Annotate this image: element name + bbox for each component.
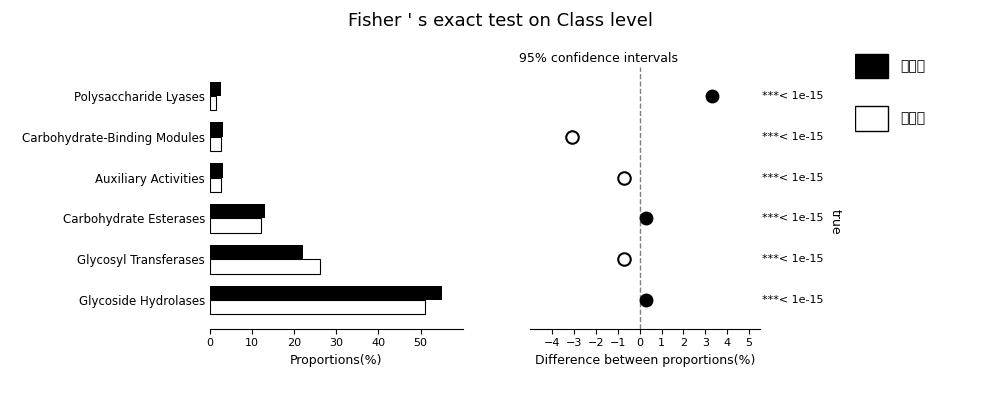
Bar: [210, 259, 320, 274]
X-axis label: Difference between proportions(%): Difference between proportions(%): [535, 354, 755, 367]
Text: ***< 1e-15: ***< 1e-15: [762, 213, 824, 223]
Bar: [210, 96, 216, 110]
Bar: [210, 82, 221, 96]
Bar: [210, 177, 221, 192]
Text: ***< 1e-15: ***< 1e-15: [762, 91, 824, 101]
Bar: [210, 300, 425, 314]
Bar: [210, 219, 261, 233]
FancyBboxPatch shape: [855, 106, 888, 131]
FancyBboxPatch shape: [855, 54, 888, 78]
Text: 95% confidence intervals: 95% confidence intervals: [519, 52, 678, 65]
Bar: [210, 137, 221, 151]
Text: Fisher ' s exact test on Class level: Fisher ' s exact test on Class level: [348, 12, 652, 30]
Bar: [210, 204, 265, 219]
X-axis label: Proportions(%): Proportions(%): [290, 354, 383, 367]
Bar: [210, 286, 442, 300]
Text: ***< 1e-15: ***< 1e-15: [762, 254, 824, 264]
Text: ***< 1e-15: ***< 1e-15: [762, 132, 824, 142]
Bar: [210, 245, 303, 259]
Text: true: true: [828, 209, 842, 234]
Text: 试验组: 试验组: [900, 59, 926, 73]
Text: ***< 1e-15: ***< 1e-15: [762, 295, 824, 305]
Bar: [210, 122, 223, 137]
Bar: [210, 163, 223, 177]
Text: ***< 1e-15: ***< 1e-15: [762, 173, 824, 183]
Text: 对照组: 对照组: [900, 111, 926, 125]
